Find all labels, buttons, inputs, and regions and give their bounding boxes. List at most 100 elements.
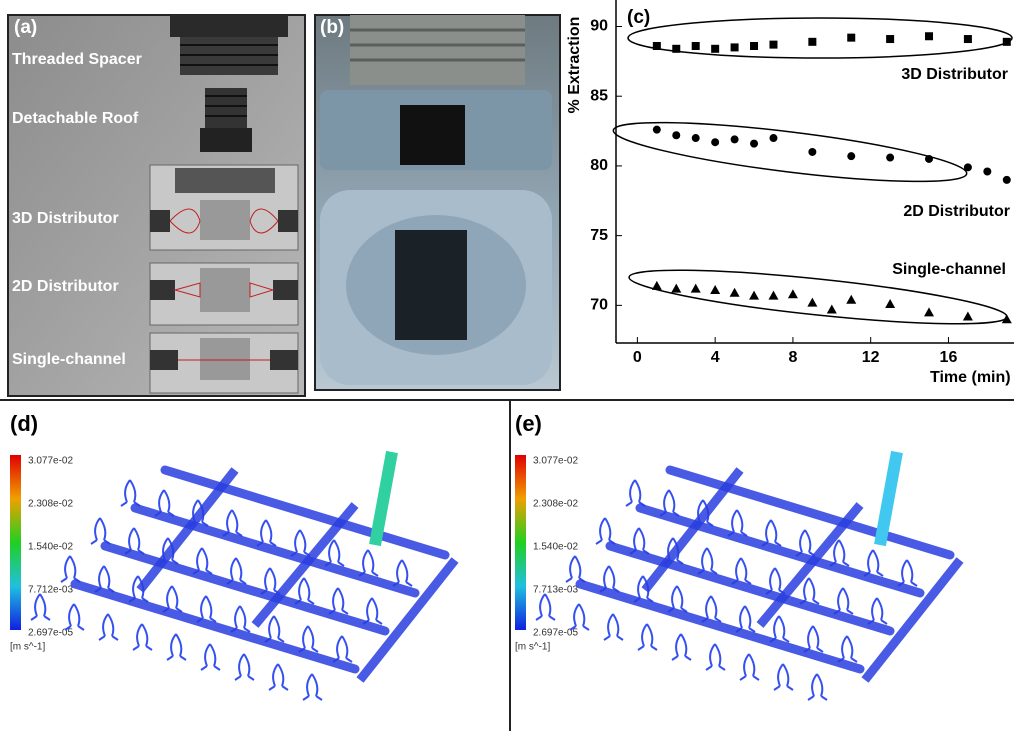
y-tick-label: 90 [590,18,608,35]
colorbar-label: 2.308e-02 [533,499,578,510]
part-label: 2D Distributor [12,278,119,295]
x-tick-label: 12 [862,349,880,366]
branch [735,605,756,633]
tube [861,557,964,683]
branch [94,565,115,593]
tube [130,503,420,598]
point [1002,175,1011,184]
branch [154,489,175,517]
branch [837,635,858,663]
branch [535,593,556,621]
point [710,285,721,295]
branch [30,593,51,621]
series-label: Single-channel [892,261,1006,278]
branch [867,597,888,625]
series-label: 3D Distributor [901,66,1008,83]
branch [362,597,383,625]
x-axis-title: Time (min) [930,369,1011,386]
colorbar-label: 2.308e-02 [28,499,73,510]
point [749,290,760,300]
branch [795,529,816,557]
y-tick-label: 70 [590,297,608,314]
branch [727,509,748,537]
tube [136,467,239,593]
point [925,154,934,163]
branch [234,653,255,681]
branch [124,527,145,555]
branch [358,549,379,577]
tube [100,541,390,636]
branch [671,633,692,661]
colorbar-unit: [m s^-1] [515,642,550,653]
branch [90,517,111,545]
branch [60,555,81,583]
y-tick-label: 85 [590,87,608,104]
branch [569,603,590,631]
colorbar [515,455,526,630]
branch [230,605,251,633]
point [769,134,778,143]
branch [799,577,820,605]
point [672,44,681,53]
branch [260,567,281,595]
point [769,40,778,49]
point [652,125,661,134]
branch [332,635,353,663]
point [1001,314,1012,324]
branch [803,625,824,653]
branch [603,613,624,641]
point [711,44,720,53]
point [846,294,857,304]
point [691,134,700,143]
point [729,287,740,297]
tube [575,579,865,674]
point [671,283,682,293]
branch [565,555,586,583]
panel-a: (a) Threaded Spacer Detachable Roof 3D D… [7,14,306,397]
tube [605,541,895,636]
branch [192,547,213,575]
branch [226,557,247,585]
point [690,283,701,293]
inlet [369,450,398,547]
x-tick-label: 16 [940,349,958,366]
branch [897,559,918,587]
point [847,33,856,42]
panel-label: (e) [515,411,542,436]
part-label: Detachable Roof [12,110,139,127]
point [885,298,896,308]
branch [667,585,688,613]
point [847,152,856,161]
tube [70,579,360,674]
point [808,37,817,46]
panel-b: (b) [314,14,561,391]
point [730,135,739,144]
point [886,153,895,162]
branch [705,643,726,671]
branch [264,615,285,643]
branch [659,489,680,517]
colorbar-label: 1.540e-02 [28,542,73,553]
branch [328,587,349,615]
point [808,147,817,156]
point [826,304,837,314]
branch [200,643,221,671]
point [1002,37,1011,46]
point [750,42,759,51]
branch [863,549,884,577]
point [750,139,759,148]
colorbar-label: 1.540e-02 [533,542,578,553]
colorbar-label: 3.077e-02 [533,456,578,467]
branch [298,625,319,653]
point [983,167,992,176]
point [691,42,700,51]
y-tick-label: 75 [590,227,608,244]
branch [162,585,183,613]
branch [637,623,658,651]
panel-label: (c) [627,7,650,28]
panel-label: (d) [10,411,38,436]
branch [773,663,794,691]
colorbar-unit: [m s^-1] [10,642,45,653]
point [886,35,895,44]
point [711,138,720,147]
